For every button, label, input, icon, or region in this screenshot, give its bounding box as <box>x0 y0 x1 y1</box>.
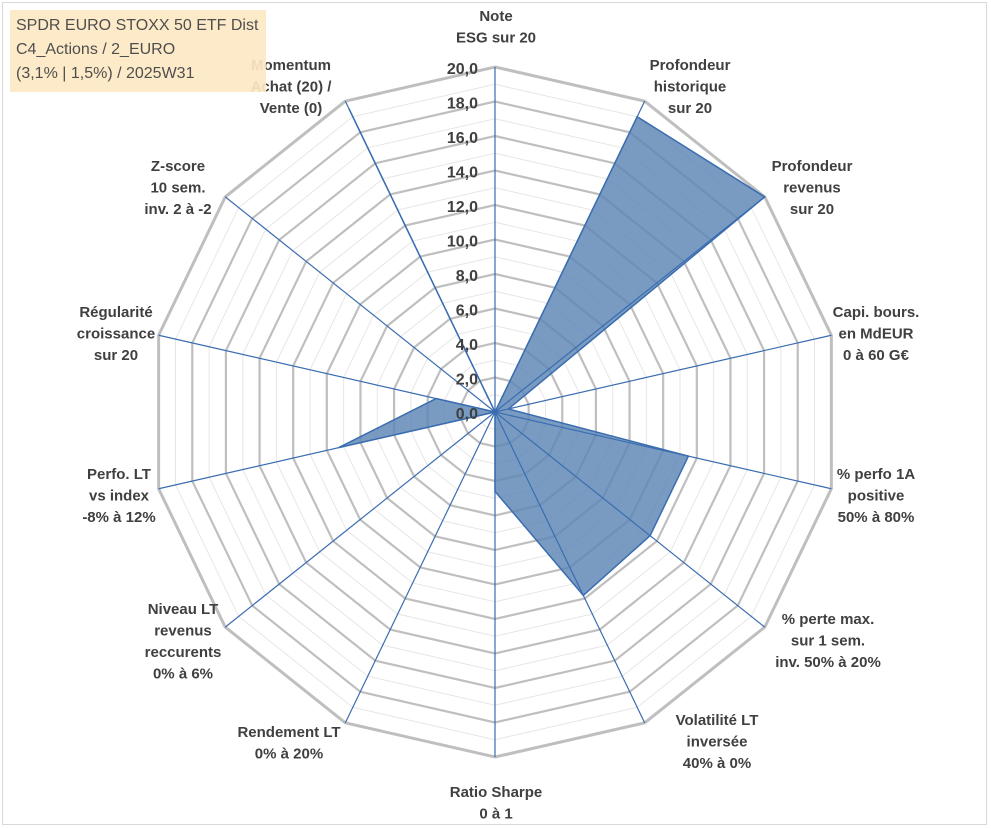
axis-spoke <box>344 100 496 413</box>
axis-label-line: 0% à 20% <box>255 746 323 763</box>
axis-label-line: 0 à 1 <box>479 806 512 823</box>
tick-label: 18,0 <box>447 96 478 113</box>
tick-label: 14,0 <box>447 165 478 182</box>
axis-spoke <box>224 411 496 628</box>
axis-label-line: reccurents <box>145 644 222 661</box>
axis-spoke <box>494 196 766 413</box>
axis-label: Profondeur historique sur 20 <box>650 57 731 117</box>
chart-title-box: SPDR EURO STOXX 50 ETF Dist C4_Actions /… <box>10 10 266 92</box>
axis-label-line: 50% à 80% <box>838 509 915 526</box>
axis-label-line: 0% à 6% <box>153 666 213 683</box>
axis-spoke <box>158 411 496 490</box>
axis-label-line: Profondeur <box>650 57 731 74</box>
axis-label-line: 40% à 0% <box>683 755 751 772</box>
axis-label-line: revenus <box>154 623 212 640</box>
axis-label-line: Note <box>479 8 512 25</box>
tick-label: 12,0 <box>447 199 478 216</box>
axis-label: Ratio Sharpe 0 à 1 <box>450 784 543 823</box>
tick-label: 20,0 <box>447 61 478 78</box>
axis-label-line: Achat (20) / <box>251 79 333 96</box>
axis-spoke <box>494 411 766 628</box>
axis-label: Z-score 10 sem. inv. 2 à -2 <box>144 158 211 218</box>
series-area <box>338 108 767 597</box>
tick-label: 6,0 <box>456 303 478 320</box>
tick-label: 10,0 <box>447 234 478 251</box>
axis-label-line: croissance <box>77 326 155 343</box>
axis-spoke <box>344 411 496 724</box>
axis-label-line: sur 20 <box>94 347 138 364</box>
tick-label: 4,0 <box>456 337 478 354</box>
axis-spoke <box>494 411 832 490</box>
axis-label-line: % perfo 1A <box>837 466 916 483</box>
axis-label-line: 0 à 60 G€ <box>843 347 910 364</box>
axis-label: Volatilité LT inversée 40% à 0% <box>676 712 759 772</box>
axis-labels: Note ESG sur 20 Profondeur historique sur 20… <box>77 8 920 823</box>
axis-label: Profondeur revenus sur 20 <box>772 158 853 218</box>
axis-label-line: revenus <box>783 180 841 197</box>
axis-label-line: % perte max. <box>782 611 875 628</box>
axis-spoke <box>224 196 496 413</box>
axis-label-line: inv. 2 à -2 <box>144 201 211 218</box>
axis-label: Régularité croissance sur 20 <box>77 304 155 364</box>
tick-label: 0,0 <box>456 406 478 423</box>
axis-label: Capi. bours. en MdEUR 0 à 60 G€ <box>833 304 920 364</box>
axis-label-line: sur 20 <box>668 100 712 117</box>
axis-label-line: Ratio Sharpe <box>450 784 543 801</box>
axis-label-line: Volatilité LT <box>676 712 759 729</box>
title-line-3: (3,1% | 1,5%) / 2025W31 <box>16 65 195 82</box>
axis-label-line: ESG sur 20 <box>456 30 536 47</box>
axis-label-line: Profondeur <box>772 158 853 175</box>
tick-label: 8,0 <box>456 268 478 285</box>
axis-label-line: Perfo. LT <box>87 466 151 483</box>
series-layer <box>338 108 767 597</box>
title-line-2: C4_Actions / 2_EURO <box>16 41 176 58</box>
axis-label-line: vs index <box>89 488 150 505</box>
axis-label-line: Vente (0) <box>260 100 323 117</box>
axis-label-line: historique <box>654 79 727 96</box>
axis-label-line: positive <box>848 488 905 505</box>
axis-label: Momentum Achat (20) / Vente (0) <box>251 57 333 117</box>
title-line-1: SPDR EURO STOXX 50 ETF Dist <box>16 17 259 34</box>
axis-label-line: Momentum <box>251 57 331 74</box>
spoke-layer <box>158 67 832 757</box>
axis-label-line: Capi. bours. <box>833 304 920 321</box>
tick-labels: 0,0 2,0 4,0 6,0 8,0 10,0 12,0 14,0 16,0 18,0 20,0 <box>447 61 478 423</box>
axis-spoke <box>494 100 646 413</box>
axis-label: % perte max. sur 1 sem. inv. 50% à 20% <box>775 611 881 671</box>
axis-label-line: inversée <box>687 734 748 751</box>
axis-label: Note ESG sur 20 <box>456 8 536 47</box>
axis-label-line: -8% à 12% <box>82 509 155 526</box>
axis-label-line: en MdEUR <box>839 326 914 343</box>
tick-label: 16,0 <box>447 130 478 147</box>
axis-label: Niveau LT revenus reccurents 0% à 6% <box>145 601 222 683</box>
axis-label-line: 10 sem. <box>150 180 205 197</box>
axis-label-line: sur 1 sem. <box>791 633 865 650</box>
axis-spoke <box>494 334 832 413</box>
axis-label: Perfo. LT vs index -8% à 12% <box>82 466 155 526</box>
axis-label: Rendement LT 0% à 20% <box>237 724 340 763</box>
axis-label-line: Rendement LT <box>237 724 340 741</box>
axis-label-line: Z-score <box>151 158 205 175</box>
tick-label: 2,0 <box>456 372 478 389</box>
axis-label: % perfo 1A positive 50% à 80% <box>837 466 916 526</box>
axis-spoke <box>494 411 646 724</box>
axis-spoke <box>158 334 496 413</box>
axis-label-line: sur 20 <box>790 201 834 218</box>
axis-label-line: Niveau LT <box>148 601 219 618</box>
axis-label-line: inv. 50% à 20% <box>775 654 881 671</box>
axis-label-line: Régularité <box>79 304 152 321</box>
